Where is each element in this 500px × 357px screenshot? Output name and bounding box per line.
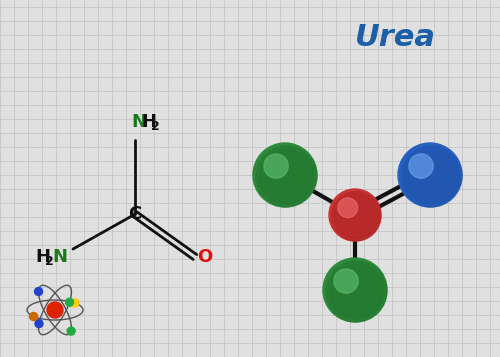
- Circle shape: [329, 189, 381, 241]
- Text: H: H: [141, 113, 156, 131]
- Circle shape: [253, 143, 317, 207]
- Text: N: N: [52, 248, 67, 266]
- Text: 2: 2: [45, 255, 54, 267]
- Circle shape: [326, 261, 387, 322]
- Circle shape: [323, 258, 387, 322]
- Circle shape: [338, 198, 357, 218]
- Circle shape: [334, 194, 378, 238]
- Circle shape: [401, 146, 462, 207]
- Text: O: O: [198, 248, 212, 266]
- Circle shape: [332, 192, 381, 241]
- Text: N: N: [131, 113, 146, 131]
- Circle shape: [47, 302, 63, 318]
- Circle shape: [260, 149, 314, 204]
- Circle shape: [71, 299, 79, 307]
- Circle shape: [409, 154, 433, 178]
- Text: 2: 2: [151, 120, 160, 132]
- Circle shape: [256, 146, 317, 207]
- Circle shape: [330, 265, 384, 319]
- Circle shape: [404, 149, 459, 204]
- Circle shape: [34, 287, 42, 296]
- Circle shape: [66, 298, 74, 306]
- Circle shape: [398, 143, 462, 207]
- Text: C: C: [128, 205, 141, 223]
- Circle shape: [30, 312, 38, 321]
- Circle shape: [334, 269, 358, 293]
- Circle shape: [67, 327, 75, 335]
- Circle shape: [35, 320, 43, 328]
- Circle shape: [264, 154, 288, 178]
- Text: H: H: [35, 248, 50, 266]
- Text: Urea: Urea: [354, 22, 436, 51]
